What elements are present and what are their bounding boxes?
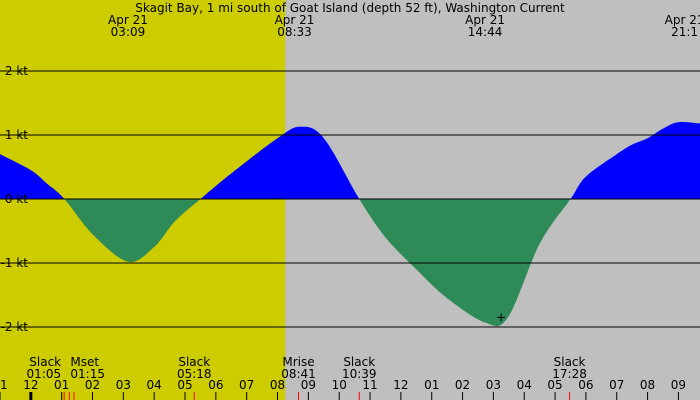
top-date-label: Apr 21 (108, 13, 148, 27)
event-time-label: 10:39 (342, 367, 377, 381)
x-axis: 11 12 01 02 03 04 05 06 07 08 09 10 11 12 01 02 03 04 05 06… (0, 378, 686, 400)
event-time-label: 01:15 (70, 367, 105, 381)
top-date-label: Apr 21 (465, 13, 505, 27)
event-name-label: Slack (343, 355, 375, 369)
event-name-label: Slack (554, 355, 586, 369)
hour-label: 07 (239, 378, 254, 392)
event-time-label: 08:41 (281, 367, 316, 381)
hour-label: 01 (424, 378, 439, 392)
hour-label: 02 (455, 378, 470, 392)
hour-label: 09 (671, 378, 686, 392)
chart-title: Skagit Bay, 1 mi south of Goat Island (d… (135, 1, 565, 15)
y-tick-label: 1 kt (5, 128, 28, 142)
event-time-label: 01:05 (27, 367, 62, 381)
hour-label: 06 (578, 378, 593, 392)
hour-label: 12 (23, 378, 38, 392)
hour-label: 04 (147, 378, 162, 392)
top-time-label: 08:33 (277, 25, 312, 39)
hour-label: 08 (270, 378, 285, 392)
grid-lines (0, 70, 700, 328)
hour-label: 04 (517, 378, 532, 392)
hour-label: 11 (0, 378, 8, 392)
top-time-label: 03:09 (111, 25, 146, 39)
flood-area (0, 122, 700, 199)
hour-label: 09 (301, 378, 316, 392)
y-axis-labels: 2 kt 1 kt 0 kt -1 kt -2 kt (1, 64, 29, 334)
hour-label: 01 (54, 378, 69, 392)
event-name-label: Slack (178, 355, 210, 369)
hour-label: 03 (486, 378, 501, 392)
hour-label: 12 (393, 378, 408, 392)
hour-label: 05 (177, 378, 192, 392)
hour-label: 07 (609, 378, 624, 392)
hour-label: 05 (547, 378, 562, 392)
event-name-label: Mset (70, 355, 99, 369)
top-time-label: 21:1 (671, 25, 698, 39)
hour-label: 06 (208, 378, 223, 392)
event-name-label: Slack (29, 355, 61, 369)
hour-label: 10 (332, 378, 347, 392)
hour-label: 03 (116, 378, 131, 392)
top-date-label: Apr 21 (275, 13, 315, 27)
top-date-label: Apr 21 (665, 13, 700, 27)
y-tick-label: -2 kt (1, 320, 29, 334)
event-time-label: 05:18 (177, 367, 212, 381)
event-name-label: Mrise (282, 355, 314, 369)
hour-label: 11 (362, 378, 377, 392)
y-tick-label: -1 kt (1, 256, 29, 270)
event-labels: Slack01:05Mset01:15Slack05:18Mrise08:41S… (27, 355, 587, 381)
hour-label: 08 (640, 378, 655, 392)
event-time-label: 17:28 (552, 367, 587, 381)
y-tick-label: 0 kt (5, 192, 28, 206)
midnight-tick (29, 392, 33, 400)
ebb-area (0, 199, 700, 327)
hour-label: 02 (85, 378, 100, 392)
y-tick-label: 2 kt (5, 64, 28, 78)
current-marker (497, 313, 506, 322)
top-time-label: 14:44 (468, 25, 503, 39)
